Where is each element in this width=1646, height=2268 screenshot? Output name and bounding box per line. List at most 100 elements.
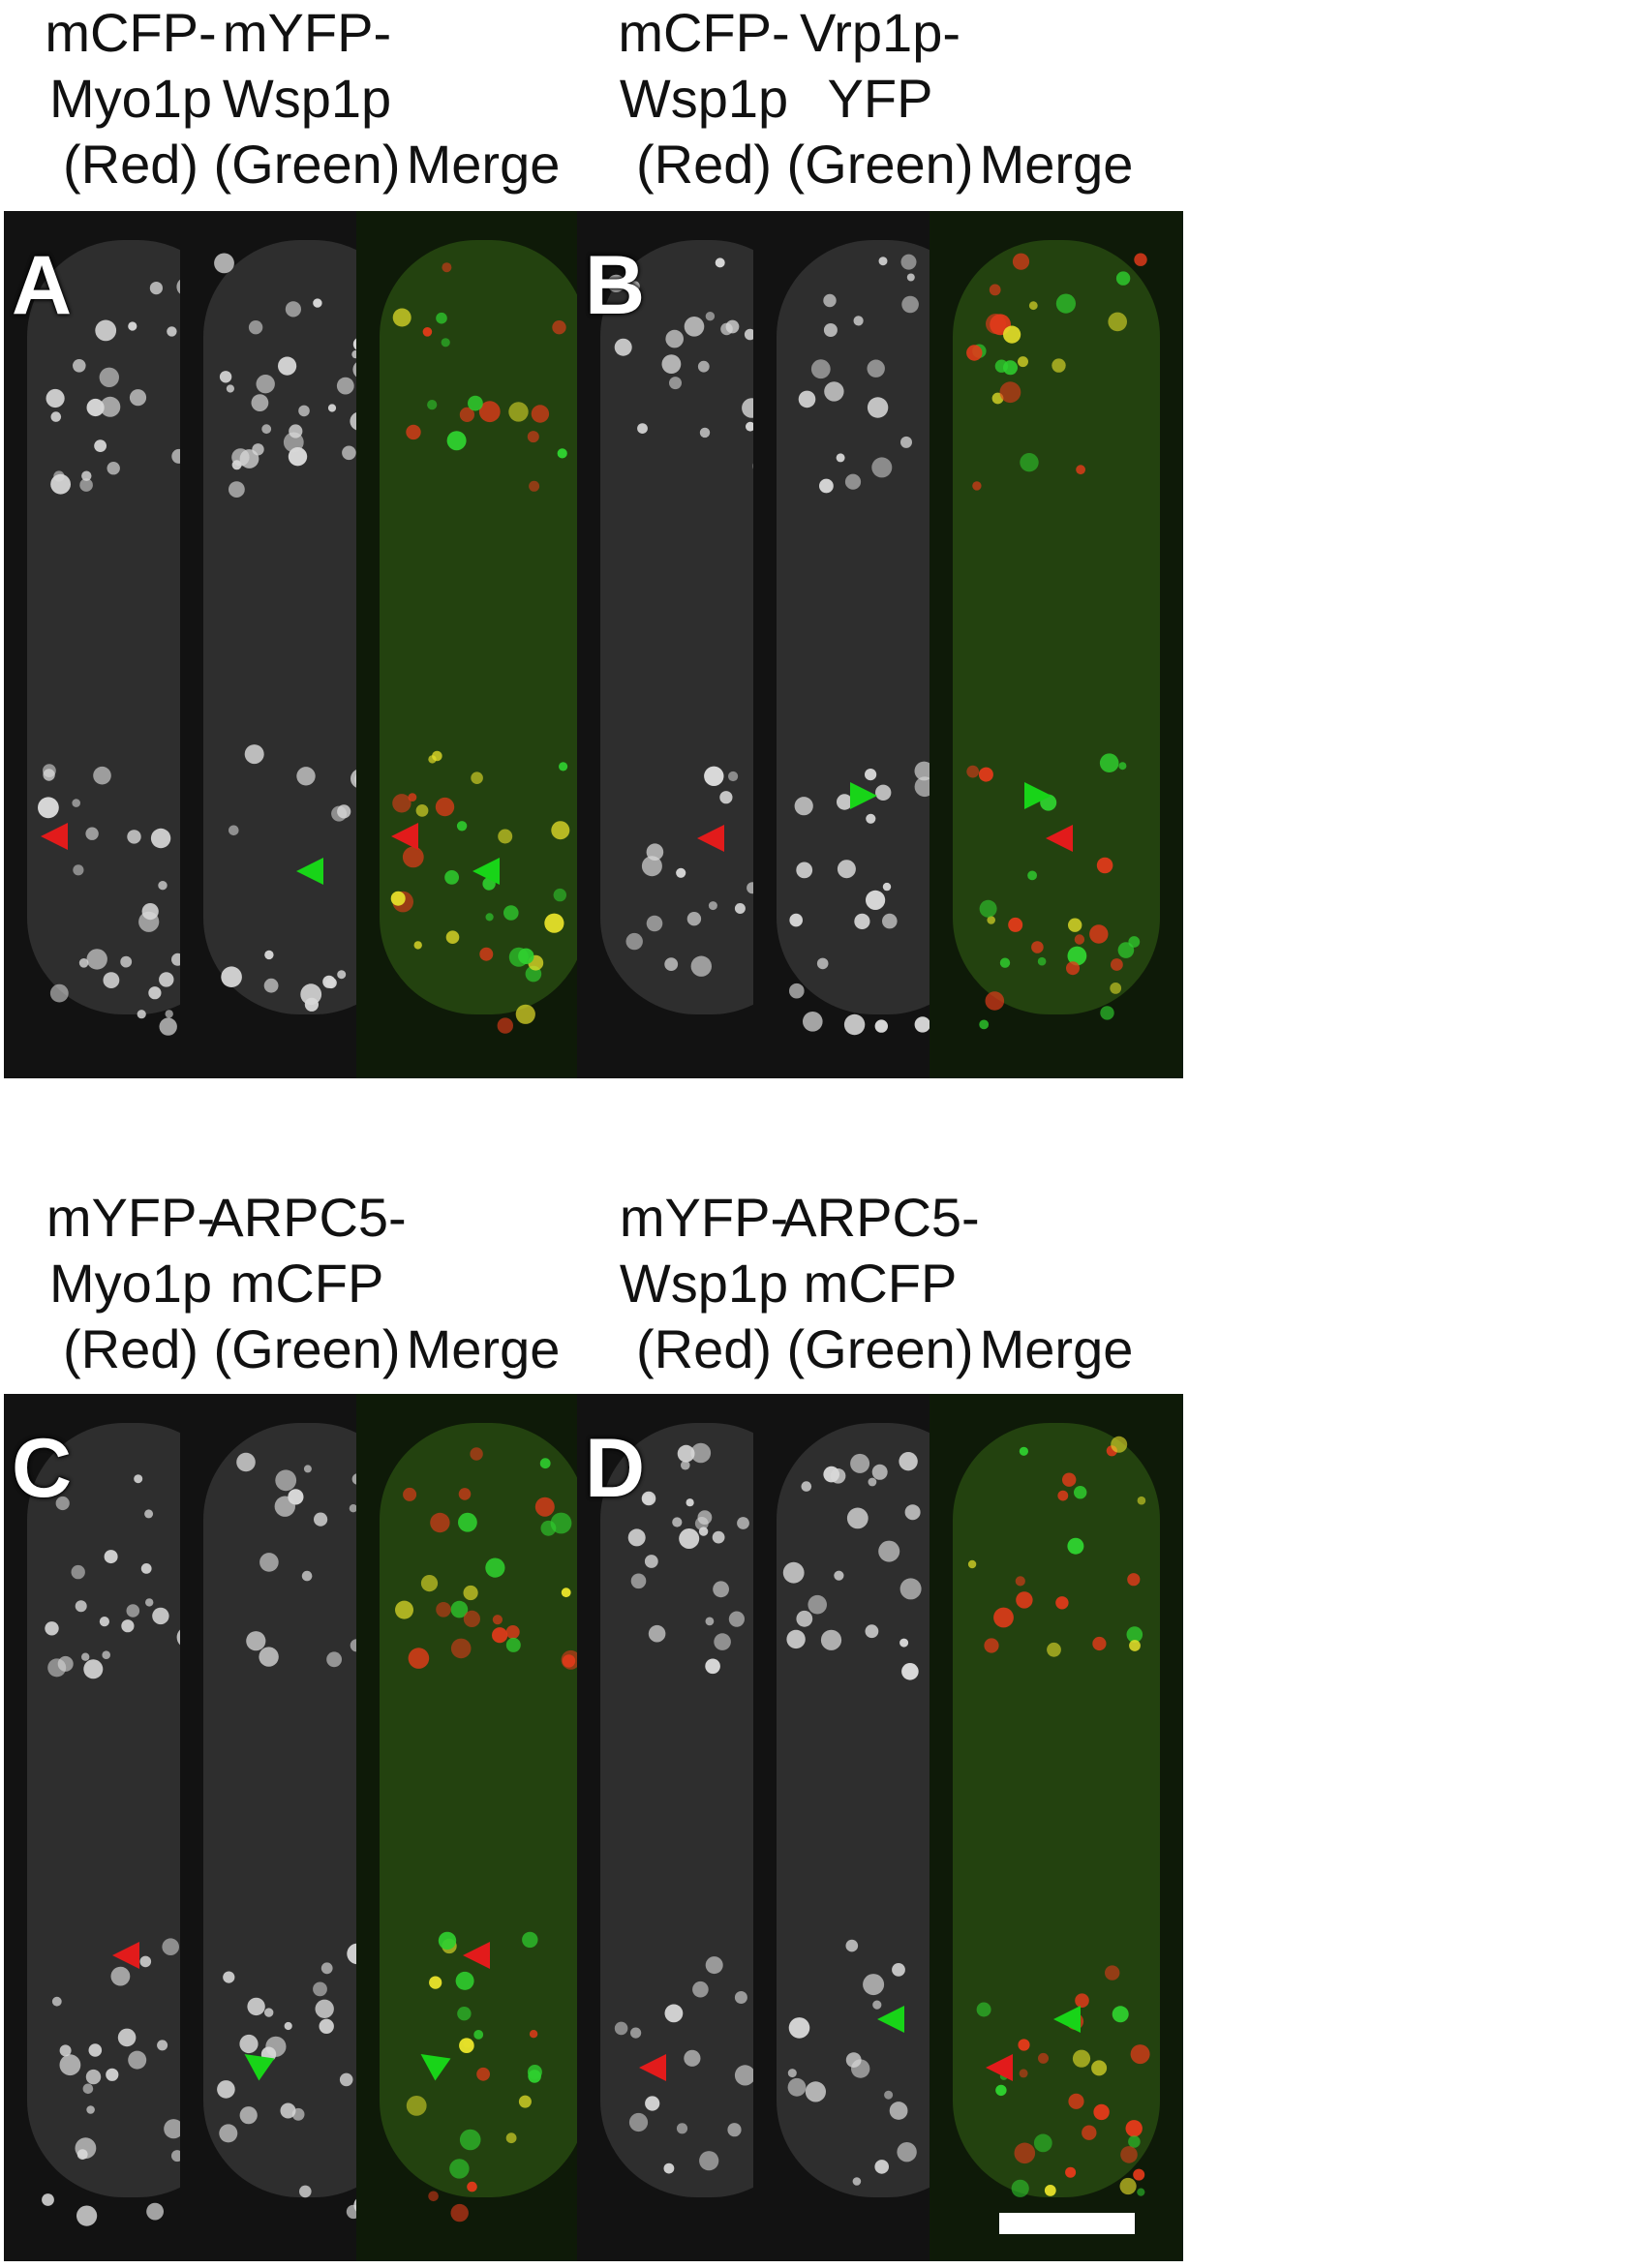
patch-spot bbox=[852, 2177, 862, 2186]
patch-spot bbox=[301, 1570, 313, 1582]
patch-spot bbox=[897, 2142, 917, 2162]
patch-spot bbox=[503, 905, 519, 921]
green-arrowhead bbox=[1024, 782, 1052, 809]
patch-spot bbox=[93, 766, 111, 785]
red-arrowhead bbox=[463, 1942, 490, 1969]
patch-spot bbox=[522, 1931, 538, 1949]
patch-spot bbox=[55, 1496, 70, 1511]
patch-spot bbox=[395, 1600, 413, 1619]
patch-spot bbox=[497, 1017, 513, 1034]
patch-spot bbox=[705, 312, 716, 321]
patch-spot bbox=[699, 427, 711, 438]
patch-spot bbox=[86, 398, 105, 417]
patch-spot bbox=[390, 891, 406, 906]
patch-spot bbox=[300, 983, 322, 1006]
patch-spot bbox=[471, 771, 483, 784]
channel-label-b-red: mCFP- Wsp1p (Red) bbox=[618, 2, 790, 195]
patch-spot bbox=[485, 913, 494, 922]
patch-spot bbox=[559, 762, 568, 771]
patch-spot bbox=[642, 1493, 654, 1505]
patch-spot bbox=[794, 797, 813, 816]
patch-spot bbox=[878, 257, 888, 266]
patch-spot bbox=[1130, 2044, 1150, 2065]
patch-spot bbox=[1075, 1993, 1089, 2008]
patch-spot bbox=[144, 1509, 154, 1519]
patch-spot bbox=[518, 948, 534, 964]
patch-spot bbox=[313, 298, 322, 308]
patch-spot bbox=[219, 2124, 238, 2143]
patch-spot bbox=[677, 1444, 695, 1463]
patch-spot bbox=[1074, 934, 1085, 945]
patch-spot bbox=[239, 2034, 259, 2054]
patch-spot bbox=[463, 1610, 480, 1627]
green-arrowhead bbox=[296, 858, 323, 885]
patch-spot bbox=[531, 405, 550, 423]
patch-spot bbox=[646, 843, 664, 861]
patch-spot bbox=[1125, 2120, 1143, 2137]
patch-spot bbox=[1091, 2060, 1108, 2076]
patch-spot bbox=[59, 2044, 72, 2057]
patch-spot bbox=[1016, 1591, 1033, 1609]
patch-spot bbox=[264, 2008, 274, 2017]
patch-spot bbox=[544, 913, 564, 933]
patch-spot bbox=[645, 2096, 660, 2111]
patch-spot bbox=[1028, 301, 1038, 311]
patch-spot bbox=[614, 2021, 628, 2036]
micrograph-drawing bbox=[356, 1394, 610, 2261]
patch-spot bbox=[704, 766, 724, 786]
patch-spot bbox=[479, 947, 494, 961]
patch-spot bbox=[866, 813, 876, 824]
patch-spot bbox=[259, 1647, 279, 1667]
patch-spot bbox=[102, 1650, 110, 1659]
patch-spot bbox=[1072, 2049, 1091, 2068]
patch-spot bbox=[95, 319, 117, 342]
patch-spot bbox=[625, 932, 643, 951]
patch-spot bbox=[498, 829, 513, 844]
patch-spot bbox=[527, 431, 539, 443]
patch-spot bbox=[261, 424, 272, 435]
patch-spot bbox=[966, 345, 983, 361]
patch-spot bbox=[1038, 2052, 1049, 2064]
patch-spot bbox=[505, 1637, 521, 1652]
patch-spot bbox=[236, 1452, 256, 1472]
patch-spot bbox=[627, 1528, 646, 1547]
panel-letter-a: A bbox=[12, 239, 73, 332]
patch-spot bbox=[1076, 465, 1085, 475]
panel-letter-c: C bbox=[12, 1422, 73, 1515]
patch-spot bbox=[94, 439, 107, 452]
patch-spot bbox=[871, 1464, 888, 1480]
patch-spot bbox=[473, 2030, 484, 2040]
patch-spot bbox=[1112, 2006, 1129, 2023]
patch-spot bbox=[734, 2065, 756, 2086]
patch-spot bbox=[699, 2151, 719, 2171]
patch-spot bbox=[275, 1469, 297, 1492]
patch-spot bbox=[470, 1447, 483, 1461]
patch-spot bbox=[1011, 2179, 1029, 2197]
patch-spot bbox=[43, 769, 55, 781]
patch-spot bbox=[219, 371, 232, 383]
red-arrowhead bbox=[639, 2054, 666, 2081]
patch-spot bbox=[976, 2002, 991, 2017]
patch-spot bbox=[117, 2028, 137, 2047]
patch-spot bbox=[664, 957, 679, 971]
green-arrowhead bbox=[1053, 2006, 1081, 2033]
patch-spot bbox=[392, 308, 412, 327]
patch-spot bbox=[714, 1633, 731, 1650]
cell-body bbox=[380, 1423, 587, 2197]
patch-spot bbox=[1126, 1626, 1143, 1643]
patch-spot bbox=[435, 797, 455, 817]
patch-spot bbox=[420, 1575, 439, 1592]
patch-spot bbox=[152, 1607, 169, 1625]
patch-spot bbox=[744, 328, 756, 341]
patch-spot bbox=[1003, 360, 1018, 376]
patch-spot bbox=[120, 955, 133, 968]
patch-spot bbox=[786, 1629, 806, 1649]
channel-label-a-red: mCFP- Myo1p (Red) bbox=[45, 2, 217, 195]
patch-spot bbox=[76, 2205, 98, 2226]
patch-spot bbox=[1062, 1472, 1077, 1487]
patch-spot bbox=[914, 761, 934, 781]
patch-spot bbox=[492, 1615, 503, 1625]
patch-spot bbox=[518, 2095, 532, 2108]
patch-spot bbox=[823, 1466, 839, 1483]
patch-spot bbox=[979, 1019, 990, 1030]
